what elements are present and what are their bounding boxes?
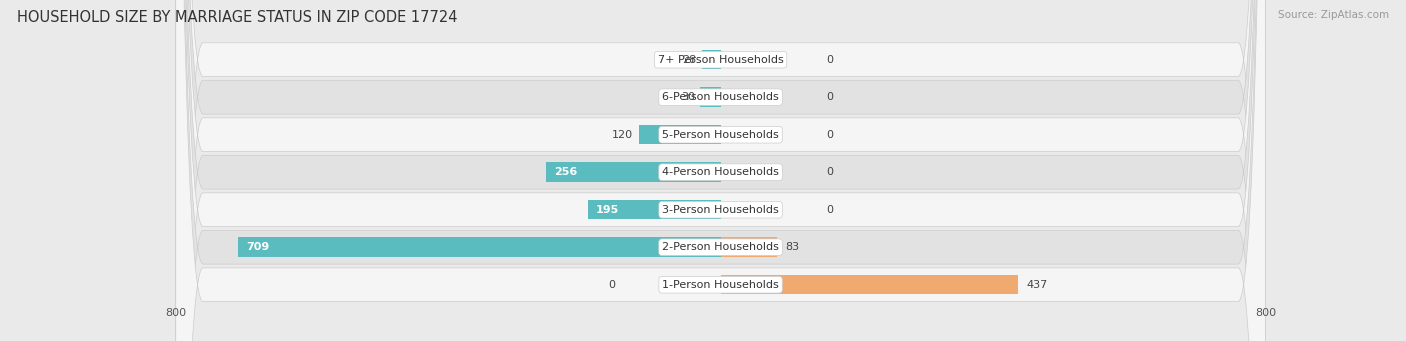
Text: 0: 0 — [827, 205, 834, 215]
Text: 0: 0 — [827, 130, 834, 140]
Bar — [702, 50, 721, 70]
Text: HOUSEHOLD SIZE BY MARRIAGE STATUS IN ZIP CODE 17724: HOUSEHOLD SIZE BY MARRIAGE STATUS IN ZIP… — [17, 10, 457, 25]
Text: 5-Person Households: 5-Person Households — [662, 130, 779, 140]
Text: 1-Person Households: 1-Person Households — [662, 280, 779, 290]
Text: 256: 256 — [554, 167, 578, 177]
FancyBboxPatch shape — [176, 0, 1265, 341]
Text: 195: 195 — [596, 205, 619, 215]
FancyBboxPatch shape — [176, 0, 1265, 341]
Bar — [700, 87, 721, 107]
Text: 3-Person Households: 3-Person Households — [662, 205, 779, 215]
FancyBboxPatch shape — [176, 0, 1265, 341]
Text: Source: ZipAtlas.com: Source: ZipAtlas.com — [1278, 10, 1389, 20]
Bar — [238, 237, 721, 257]
FancyBboxPatch shape — [176, 0, 1265, 341]
Text: 437: 437 — [1026, 280, 1047, 290]
Text: 0: 0 — [827, 92, 834, 102]
Text: 6-Person Households: 6-Person Households — [662, 92, 779, 102]
Text: 709: 709 — [246, 242, 269, 252]
Text: 28: 28 — [682, 55, 696, 65]
FancyBboxPatch shape — [176, 0, 1265, 341]
Bar — [588, 200, 721, 220]
FancyBboxPatch shape — [176, 0, 1265, 341]
Text: 83: 83 — [786, 242, 800, 252]
Text: 0: 0 — [607, 280, 614, 290]
Text: 7+ Person Households: 7+ Person Households — [658, 55, 783, 65]
FancyBboxPatch shape — [176, 0, 1265, 341]
Bar — [721, 275, 1018, 295]
Bar — [721, 237, 778, 257]
Text: 4-Person Households: 4-Person Households — [662, 167, 779, 177]
Text: 120: 120 — [612, 130, 633, 140]
Text: 30: 30 — [681, 92, 695, 102]
Text: 0: 0 — [827, 167, 834, 177]
Text: 0: 0 — [827, 55, 834, 65]
Text: 2-Person Households: 2-Person Households — [662, 242, 779, 252]
Bar — [546, 162, 721, 182]
Bar — [638, 125, 721, 145]
